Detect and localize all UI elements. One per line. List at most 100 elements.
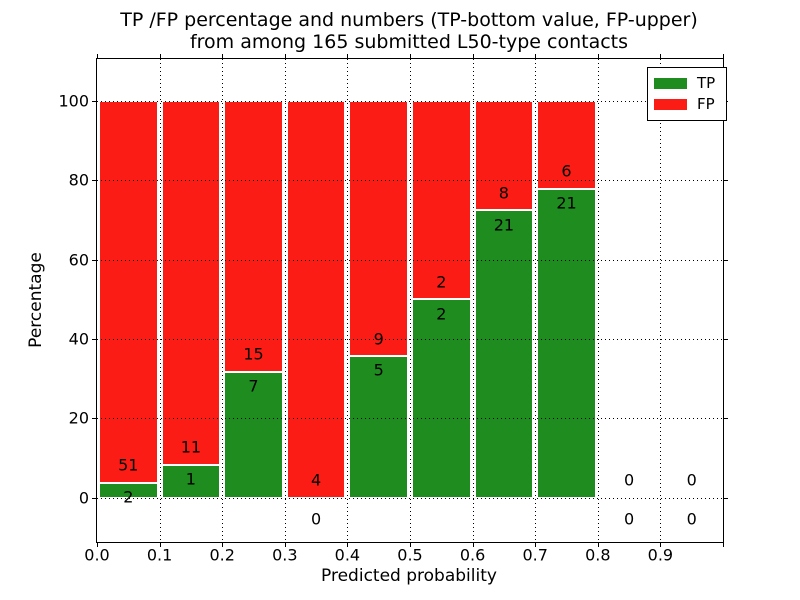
bar-label-tp: 2	[436, 304, 447, 324]
gridline-x	[597, 59, 599, 542]
x-tick-mark	[222, 543, 224, 547]
x-tick-mark	[410, 54, 411, 58]
bar-segment-fp	[99, 100, 158, 483]
bar-label-tp: 0	[624, 509, 635, 529]
x-tick-mark	[472, 543, 474, 547]
y-tick-mark	[92, 100, 96, 102]
bar-segment-fp	[286, 100, 346, 498]
legend-label-fp: FP	[697, 95, 715, 113]
x-tick-mark	[472, 54, 474, 58]
gridline-y	[97, 339, 723, 341]
plot-area: TP FP 51 2 11 1 15 7 4 0 9 5 2 2 8 21 6 21 0 0 0 0 0.0 0.1 0.2 0…	[58, 54, 728, 565]
bar-segment-tp	[161, 464, 221, 498]
x-tick-label: 0.9	[647, 545, 674, 565]
y-tick-label: 20	[68, 408, 89, 428]
gridline-x	[159, 59, 161, 542]
x-axis-label: Predicted probability	[321, 566, 497, 586]
gridline-y	[97, 259, 723, 261]
bar-label-fp: 4	[311, 470, 322, 490]
y-tick-mark	[724, 339, 728, 341]
bar-label-fp: 51	[118, 455, 139, 475]
x-tick-label: 0.2	[209, 545, 235, 565]
legend-row-tp: TP	[654, 75, 720, 92]
legend: TP FP	[647, 67, 727, 121]
legend-swatch-tp	[654, 78, 687, 89]
x-tick-mark	[723, 54, 724, 58]
bar-segment-fp	[412, 100, 471, 300]
y-tick-label: 100	[58, 91, 89, 111]
x-tick-mark	[597, 54, 599, 58]
bar-segment-fp	[224, 100, 283, 372]
gridline-y	[97, 180, 723, 182]
x-tick-mark	[660, 54, 662, 58]
bar-label-fp: 6	[561, 161, 572, 181]
x-tick-mark	[410, 543, 411, 547]
y-tick-mark	[92, 418, 96, 420]
legend-swatch-fp	[654, 99, 687, 110]
y-tick-mark	[724, 497, 728, 499]
y-tick-label: 80	[68, 170, 89, 190]
y-tick-mark	[724, 180, 728, 182]
y-tick-label: 40	[68, 329, 89, 349]
x-tick-label: 0.4	[334, 545, 361, 565]
chart-title: TP /FP percentage and numbers (TP-bottom…	[96, 9, 722, 53]
bar-segment-tp	[349, 356, 408, 498]
x-tick-label: 0.1	[146, 545, 173, 565]
y-tick-mark	[724, 259, 728, 261]
legend-row-fp: FP	[654, 96, 720, 113]
x-tick-mark	[222, 54, 224, 58]
gridline-y	[97, 418, 723, 420]
x-tick-label: 0.5	[397, 545, 423, 565]
x-tick-mark	[159, 54, 161, 58]
bar-label-fp: 11	[180, 437, 202, 457]
y-tick-mark	[92, 180, 96, 182]
x-tick-mark	[535, 54, 537, 58]
bar-label-tp: 21	[556, 193, 577, 213]
chart-title-line2: from among 165 submitted L50-type contac…	[189, 31, 629, 53]
x-tick-mark	[284, 54, 286, 58]
bar-segment-tp	[99, 482, 158, 498]
gridline-x	[222, 59, 224, 542]
x-tick-label: 0.3	[272, 545, 298, 565]
gridline-y	[97, 100, 723, 102]
bar-label-fp: 0	[624, 470, 635, 490]
y-tick-mark	[92, 497, 96, 499]
bar-label-tp: 21	[493, 215, 515, 235]
bar-label-fp: 15	[243, 344, 264, 364]
x-tick-label: 0.8	[585, 545, 611, 565]
bar-label-fp: 0	[686, 470, 697, 490]
bar-segment-fp	[349, 100, 408, 357]
bar-label-fp: 2	[436, 272, 447, 292]
x-tick-mark	[660, 543, 662, 547]
y-tick-mark	[92, 339, 96, 341]
gridline-x	[535, 59, 537, 542]
x-tick-mark	[347, 543, 349, 547]
bar-label-tp: 1	[185, 469, 196, 489]
y-tick-label: 0	[78, 488, 89, 508]
chart-title-line1: TP /FP percentage and numbers (TP-bottom…	[120, 9, 698, 31]
x-tick-mark	[597, 543, 599, 547]
x-tick-mark	[535, 543, 537, 547]
bar-segment-fp	[537, 100, 596, 189]
bar-segment-fp	[161, 100, 221, 465]
x-tick-mark	[347, 54, 349, 58]
bar-label-fp: 9	[373, 329, 384, 349]
bar-label-tp: 5	[373, 360, 384, 380]
gridline-x	[284, 59, 286, 542]
bar-segment-tp	[224, 371, 283, 498]
bar-segment-fp	[474, 100, 534, 211]
bar-segment-tp	[474, 210, 534, 498]
bar-label-tp: 0	[311, 509, 322, 529]
bar-segment-tp	[537, 188, 596, 498]
x-tick-label: 0.0	[84, 545, 110, 565]
x-tick-label: 0.6	[459, 545, 486, 565]
x-tick-mark	[97, 54, 98, 58]
bar-label-tp: 0	[686, 509, 697, 529]
y-tick-label: 60	[68, 250, 89, 270]
x-tick-mark	[284, 543, 286, 547]
gridline-y	[97, 497, 723, 499]
bar-label-fp: 8	[498, 183, 509, 203]
y-tick-mark	[92, 259, 96, 261]
x-tick-label: 0.7	[522, 545, 548, 565]
